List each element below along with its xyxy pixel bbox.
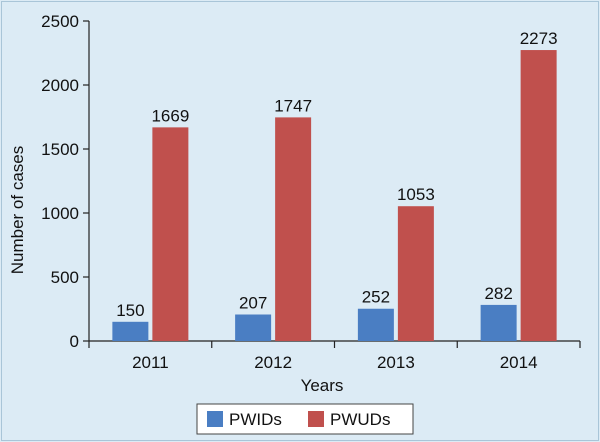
y-tick-label: 0 (70, 332, 79, 351)
y-tick-label: 2000 (41, 76, 79, 95)
data-label: 207 (239, 294, 267, 313)
data-label: 1747 (274, 96, 312, 115)
bar-pwuds-2011 (152, 127, 189, 341)
y-tick-label: 1000 (41, 204, 79, 223)
y-tick-label: 2500 (41, 12, 79, 31)
y-tick-label: 1500 (41, 140, 79, 159)
bar-pwuds-2013 (397, 206, 434, 341)
x-ticks: 2011 2012 2013 2014 (88, 341, 581, 372)
legend-box (196, 403, 414, 435)
x-tick-label: 2011 (132, 353, 169, 372)
x-axis-label: Years (301, 376, 344, 395)
y-axis-label: Number of cases (8, 146, 27, 275)
bar-pwids-2013 (357, 308, 394, 341)
legend-label-pwuds: PWUDs (330, 410, 390, 429)
data-label: 282 (484, 284, 512, 303)
data-label: 2273 (520, 29, 558, 48)
bar-pwids-2011 (112, 321, 149, 341)
data-label: 252 (362, 288, 390, 307)
bar-pwids-2012 (235, 314, 272, 341)
legend-swatch-pwuds (308, 411, 324, 427)
bar-pwids-2014 (480, 304, 517, 341)
bars (112, 50, 557, 341)
x-tick-label: 2013 (377, 353, 415, 372)
bar-pwuds-2012 (275, 117, 312, 341)
data-label: 1669 (151, 106, 189, 125)
legend-label-pwids: PWIDs (229, 410, 282, 429)
x-tick-label: 2012 (254, 353, 292, 372)
data-label: 1053 (397, 185, 435, 204)
y-tick-label: 500 (51, 268, 79, 287)
data-labels: 150 1669 207 1747 252 1053 282 2273 (116, 29, 557, 320)
bar-pwuds-2014 (520, 50, 557, 341)
y-ticks: 0 500 1000 1500 2000 2500 (41, 12, 89, 351)
legend: PWIDs PWUDs (196, 403, 414, 435)
x-tick-label: 2014 (500, 353, 538, 372)
data-label: 150 (116, 301, 144, 320)
legend-swatch-pwids (207, 411, 223, 427)
